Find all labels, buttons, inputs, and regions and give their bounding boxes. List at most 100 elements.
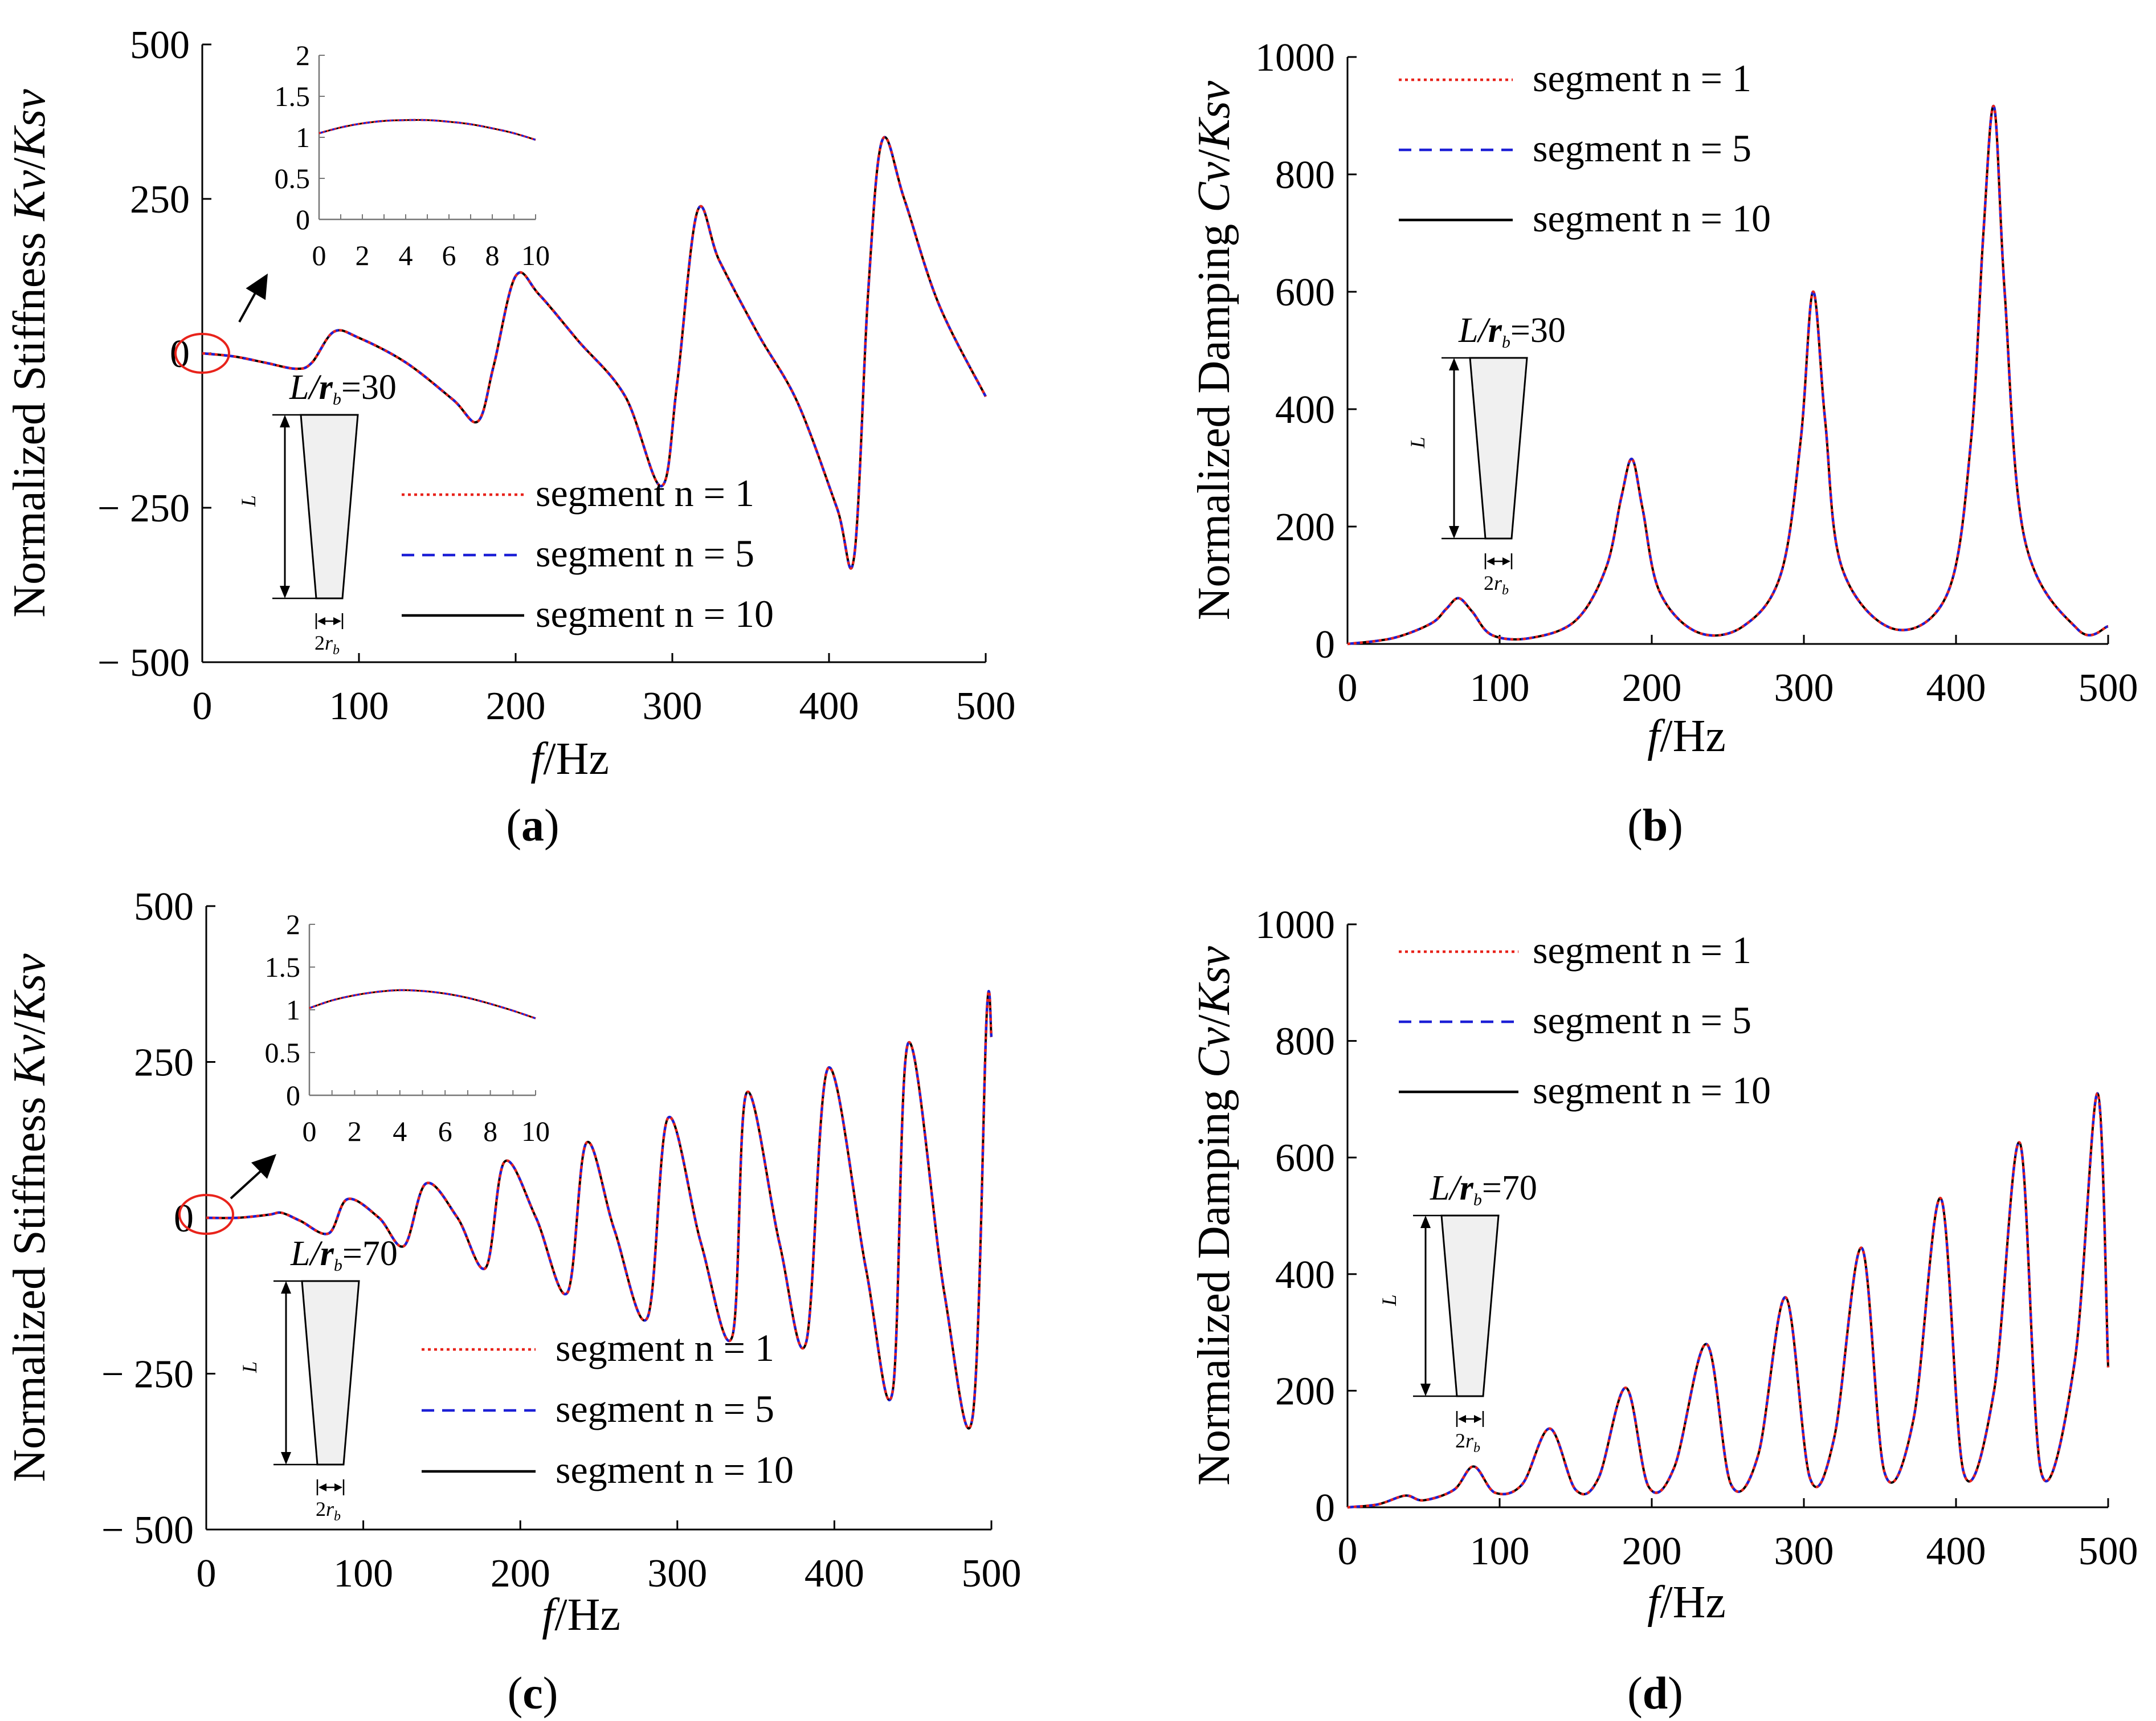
inset-x-tick-label: 2: [356, 239, 370, 271]
inset-x-tick-label: 6: [438, 1115, 452, 1147]
inset-x-tick-label: 0: [303, 1115, 317, 1147]
legend-label: segment n = 1: [1533, 928, 1751, 972]
legend-label: segment n = 5: [556, 1387, 774, 1430]
arrow-left-icon: [318, 1483, 326, 1491]
inset-y-tick-label: 1.5: [265, 951, 301, 983]
x-tick-label: 500: [962, 1552, 1022, 1596]
legend-label: segment n = 10: [556, 1448, 794, 1491]
arrow-right-icon: [334, 1483, 342, 1491]
x-tick-label: 300: [1774, 1530, 1834, 1573]
pile-ratio-label: L/rb=30: [289, 368, 397, 409]
width-label: 2rb: [1484, 572, 1509, 598]
arrow-right-icon: [1502, 557, 1510, 565]
y-tick-label: 500: [134, 885, 194, 929]
arrow-up-icon: [1420, 1216, 1431, 1228]
panel-caption: (a): [506, 801, 559, 851]
legend-label: segment n = 1: [536, 471, 754, 515]
y-tick-label: − 500: [101, 1508, 194, 1552]
x-tick-label: 400: [1926, 1530, 1986, 1573]
y-axis-label: Normalized Stiffness Kv/Ksv: [5, 953, 55, 1482]
pile-shape: [1440, 1214, 1500, 1397]
y-tick-label: 250: [134, 1041, 194, 1085]
x-tick-label: 500: [2079, 666, 2138, 710]
inset-x-tick-label: 4: [393, 1115, 407, 1147]
pile-shape: [1469, 357, 1528, 540]
inset-y-tick-label: 1: [296, 121, 310, 153]
series-line-segment-n-eq-10: [1347, 105, 2109, 645]
arrow-right-icon: [1474, 1415, 1482, 1423]
zoom-arrow-head-icon: [251, 1154, 276, 1179]
inset-y-tick-label: 1.5: [275, 80, 311, 112]
y-tick-label: 600: [1275, 271, 1335, 315]
inset-series-line: [309, 989, 536, 1019]
inset-y-tick-label: 0: [286, 1079, 300, 1111]
legend-label: segment n = 5: [536, 532, 754, 575]
y-tick-label: − 250: [97, 487, 190, 531]
width-label: 2rb: [1455, 1429, 1480, 1455]
arrow-up-icon: [281, 1281, 291, 1294]
legend-label: segment n = 10: [536, 592, 774, 635]
pile-ratio-label: L/rb=30: [1458, 311, 1566, 352]
x-tick-label: 100: [333, 1552, 393, 1596]
y-tick-label: 800: [1275, 1020, 1335, 1064]
legend-label: segment n = 5: [1533, 127, 1751, 170]
x-axis-label: f/Hz: [542, 1590, 620, 1640]
length-label: L: [237, 495, 260, 507]
inset-x-tick-label: 10: [521, 239, 550, 271]
pile-shape: [301, 1280, 360, 1466]
inset-chart: 00.511.520 2 4 6 8 10: [265, 908, 550, 1147]
pile-shape: [300, 414, 359, 600]
y-tick-label: 200: [1275, 1369, 1335, 1413]
inset-x-tick-label: 8: [485, 239, 500, 271]
x-tick-label: 100: [329, 684, 389, 728]
width-label: 2rb: [316, 1498, 341, 1524]
y-tick-label: 800: [1275, 153, 1335, 197]
y-axis-label: Normalized Stiffness Kv/Ksv: [5, 89, 55, 618]
x-tick-label: 0: [1338, 666, 1358, 710]
x-tick-label: 0: [193, 684, 213, 728]
x-tick-label: 400: [1926, 666, 1986, 710]
y-tick-label: − 500: [97, 641, 190, 685]
length-label: L: [238, 1361, 261, 1373]
arrow-down-icon: [280, 586, 290, 598]
x-tick-label: 200: [1622, 666, 1682, 710]
legend-label: segment n = 10: [1533, 197, 1771, 240]
width-label: 2rb: [315, 631, 340, 658]
inset-y-tick-label: 2: [296, 39, 310, 71]
inset-x-tick-label: 2: [348, 1115, 362, 1147]
length-label: L: [1406, 437, 1429, 448]
inset-x-tick-label: 10: [521, 1115, 550, 1147]
y-axis-label: Normalized Damping Cv/Ksv: [1189, 80, 1239, 620]
panel-caption: (b): [1627, 801, 1683, 851]
y-tick-label: 0: [1315, 1486, 1335, 1530]
inset-x-tick-label: 8: [483, 1115, 497, 1147]
arrow-up-icon: [1449, 358, 1459, 370]
arrow-up-icon: [280, 415, 290, 427]
inset-series-line: [309, 989, 536, 1019]
x-tick-label: 100: [1470, 666, 1530, 710]
chart-panel-d: 0 200 400 600 800 1000 0 100 200 300 400 500 Normali…: [1189, 903, 2138, 1719]
y-tick-label: 400: [1275, 388, 1335, 432]
y-tick-label: 500: [130, 23, 190, 67]
legend-label: segment n = 5: [1533, 998, 1751, 1042]
inset-chart: 00.511.520 2 4 6 8 10: [275, 39, 550, 271]
arrow-left-icon: [1458, 1415, 1466, 1423]
series-line-segment-n-eq-1: [1347, 104, 2109, 646]
y-tick-label: − 250: [101, 1353, 194, 1397]
arrow-left-icon: [317, 617, 325, 625]
x-tick-label: 300: [643, 684, 703, 728]
inset-y-tick-label: 0.5: [275, 162, 311, 194]
inset-x-tick-label: 4: [399, 239, 413, 271]
y-axis-label: Normalized Damping Cv/Ksv: [1189, 946, 1239, 1486]
x-tick-label: 200: [491, 1552, 550, 1596]
zoom-region-ellipse: [174, 333, 230, 374]
x-tick-label: 500: [2079, 1530, 2138, 1573]
x-tick-label: 400: [805, 1552, 864, 1596]
y-tick-label: 1000: [1255, 903, 1335, 947]
x-tick-label: 0: [1338, 1530, 1358, 1573]
inset-y-tick-label: 0.5: [265, 1037, 301, 1069]
inset-y-tick-label: 0: [296, 203, 310, 235]
zoom-region-ellipse: [178, 1194, 234, 1235]
